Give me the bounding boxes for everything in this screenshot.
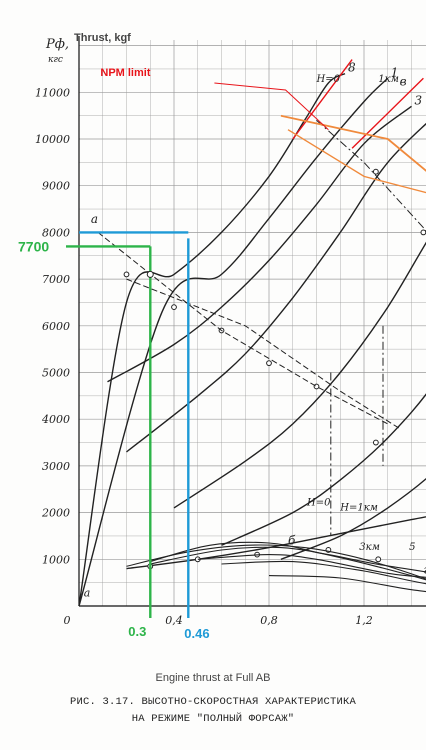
- lower-curves: [97, 119, 426, 593]
- red-limit-segment: [351, 77, 424, 149]
- series-label: 1: [391, 65, 399, 79]
- series-H0-line: [78, 72, 346, 607]
- series-8-line: [173, 241, 426, 509]
- series-label: 8: [348, 61, 356, 75]
- lower-label-2: 3км: [359, 542, 380, 553]
- series-3-line: [107, 105, 412, 383]
- y-tick-label: 3000: [42, 460, 70, 473]
- curve-marker: [171, 304, 177, 311]
- caption-line-1: РИС. 3.17. ВЫСОТНО-СКОРОСТНАЯ ХАРАКТЕРИС…: [69, 696, 357, 708]
- point-label-0: a: [91, 212, 98, 226]
- point-label-3: г: [423, 562, 426, 576]
- top-h0-label: Н=0: [316, 74, 341, 85]
- y-tick-label: 1000: [42, 553, 70, 566]
- npm-limit-label: NPM limit: [100, 67, 150, 79]
- chart-labels: 1000 2000 3000 4000 5000 6000 7000 8000 9000 1000…: [18, 32, 426, 641]
- lower-label-3: 5: [409, 542, 415, 553]
- y-tick-label: 2000: [41, 507, 70, 520]
- y-tick-label: 4000: [41, 413, 70, 426]
- curve-marker: [266, 360, 272, 367]
- y-axis-overlay: Thrust, kgf: [74, 32, 131, 44]
- green-0.3-label: 0.3: [128, 624, 146, 639]
- lower-label-0: H=0: [306, 498, 331, 509]
- curve-marker: [123, 271, 130, 278]
- x-tick-label: 0,8: [260, 614, 278, 627]
- x-tick-label: 0: [64, 614, 71, 627]
- y-tick-label: 9000: [42, 180, 70, 193]
- curve-marker: [313, 383, 320, 390]
- green-7700-label: 7700: [18, 238, 49, 254]
- series-label: 3: [415, 93, 423, 107]
- caption-english: Engine thrust at Full AB: [155, 672, 271, 684]
- caption-line-2: НА РЕЖИМЕ "ПОЛНЫЙ ФОРСАЖ": [131, 713, 295, 725]
- top-h1-label: 1км: [378, 74, 399, 85]
- y-axis-unit: кгс: [48, 55, 63, 65]
- y-tick-label: 11000: [35, 86, 70, 99]
- dashed-line: [97, 232, 389, 425]
- y-tick-label: 6000: [42, 320, 70, 333]
- lower-curve: [268, 575, 426, 593]
- y-axis-symbol: Pф,: [45, 37, 69, 52]
- x-tick-label: 0,4: [165, 614, 183, 627]
- point-label-2: в: [400, 74, 407, 88]
- series-5-line: [126, 122, 426, 453]
- origin-point-label: a: [84, 587, 91, 600]
- series-11-line: [221, 393, 426, 546]
- curve-marker: [372, 168, 379, 175]
- blue-0.46-label: 0.46: [184, 626, 209, 641]
- dashed-line: [126, 278, 400, 429]
- x-tick-label: 1,2: [355, 614, 373, 627]
- speed-markers: [66, 231, 190, 618]
- lower-curve: [150, 541, 426, 581]
- y-tick-label: 7000: [42, 273, 70, 286]
- point-label-1: б: [288, 533, 296, 547]
- y-tick-label: 5000: [42, 367, 70, 380]
- lower-curve: [150, 546, 426, 573]
- orange-limit-line-2: [287, 129, 426, 194]
- caption-russian: РИС. 3.17. ВЫСОТНО-СКОРОСТНАЯ ХАРАКТЕРИС…: [0, 694, 426, 728]
- y-tick-label: 10000: [35, 133, 70, 146]
- series-1-line: [78, 77, 389, 607]
- marker-point: [146, 270, 154, 278]
- curve-marker: [372, 439, 379, 446]
- thrust-chart: 1000 2000 3000 4000 5000 6000 7000 8000 9000 1000…: [18, 32, 426, 641]
- y-tick-label: 8000: [42, 226, 70, 239]
- red-limit-segment: [292, 59, 353, 140]
- thrust-curves: [78, 72, 426, 607]
- lower-curve: [197, 554, 426, 578]
- dash-dot-line: [316, 119, 426, 233]
- limit-lines: [214, 59, 426, 194]
- curve-marker: [375, 556, 382, 563]
- lower-label-1: H=1км: [339, 502, 378, 513]
- chart-grid: [78, 36, 426, 607]
- npm-arrow: [214, 82, 329, 131]
- series-13-line: [280, 477, 426, 560]
- lower-curve: [126, 544, 426, 580]
- lower-curve: [221, 560, 426, 585]
- orange-limit-line: [280, 114, 426, 172]
